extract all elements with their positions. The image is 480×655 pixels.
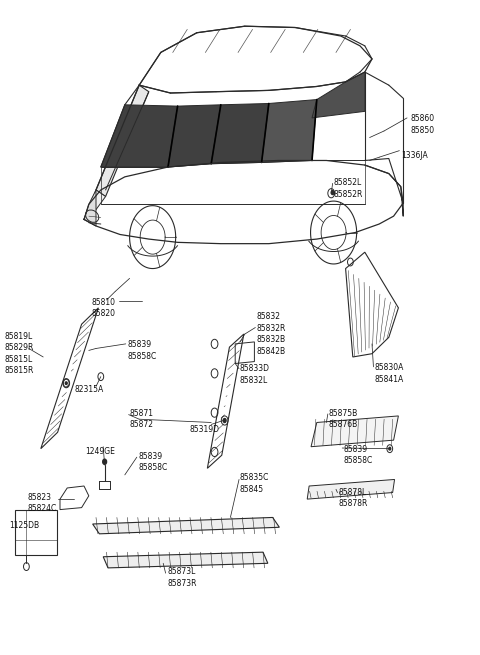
Polygon shape bbox=[312, 72, 365, 118]
Text: 85839
85858C: 85839 85858C bbox=[138, 451, 168, 472]
Circle shape bbox=[389, 447, 391, 450]
Text: 1249GE: 1249GE bbox=[85, 447, 115, 457]
Text: 85871
85872: 85871 85872 bbox=[130, 409, 154, 430]
Circle shape bbox=[103, 459, 107, 464]
Text: 85878L
85878R: 85878L 85878R bbox=[338, 487, 368, 508]
Polygon shape bbox=[262, 100, 317, 162]
Polygon shape bbox=[211, 103, 269, 164]
Polygon shape bbox=[103, 552, 268, 568]
Polygon shape bbox=[168, 105, 221, 167]
Circle shape bbox=[65, 382, 67, 384]
Polygon shape bbox=[101, 105, 178, 167]
Text: 85810
85820: 85810 85820 bbox=[91, 297, 115, 318]
Polygon shape bbox=[93, 517, 279, 534]
Text: 85839
85858C: 85839 85858C bbox=[343, 445, 372, 466]
Text: 85833D
85832L: 85833D 85832L bbox=[240, 364, 270, 385]
Text: 82315A: 82315A bbox=[74, 385, 104, 394]
Text: 1125DB: 1125DB bbox=[10, 521, 40, 530]
Text: 85819L
85829R
85815L
85815R: 85819L 85829R 85815L 85815R bbox=[5, 332, 34, 375]
Text: 85832
85832R
85832B
85842B: 85832 85832R 85832B 85842B bbox=[257, 312, 286, 356]
Text: 85835C
85845: 85835C 85845 bbox=[240, 473, 269, 494]
Text: 85852L
85852R: 85852L 85852R bbox=[334, 178, 363, 199]
Polygon shape bbox=[311, 416, 398, 447]
Polygon shape bbox=[84, 190, 106, 219]
Polygon shape bbox=[307, 479, 395, 499]
Circle shape bbox=[331, 191, 334, 195]
Polygon shape bbox=[84, 190, 96, 226]
Text: 85823
85824C: 85823 85824C bbox=[28, 493, 57, 514]
Text: 85860
85850: 85860 85850 bbox=[410, 114, 434, 135]
Text: 85319D: 85319D bbox=[190, 424, 220, 434]
Text: 85873L
85873R: 85873L 85873R bbox=[167, 567, 196, 588]
Circle shape bbox=[223, 419, 226, 422]
Text: 1336JA: 1336JA bbox=[401, 151, 428, 160]
Polygon shape bbox=[96, 85, 149, 196]
Text: 85875B
85876B: 85875B 85876B bbox=[329, 409, 358, 430]
Text: 85839
85858C: 85839 85858C bbox=[127, 340, 156, 361]
Text: 85830A
85841A: 85830A 85841A bbox=[374, 363, 404, 384]
